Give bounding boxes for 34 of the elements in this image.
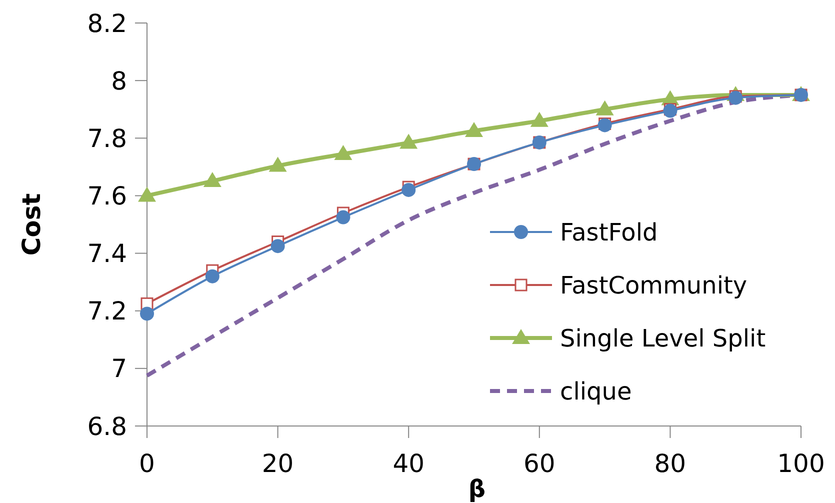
x-tick-label: 40 (392, 449, 425, 478)
legend-label: FastCommunity (560, 271, 748, 300)
point (140, 306, 154, 321)
y-tick-label: 6.8 (87, 412, 127, 441)
x-axis-title: β (468, 475, 486, 503)
point (598, 118, 612, 132)
legend-label: Single Level Split (560, 324, 766, 352)
point (203, 172, 222, 188)
point (138, 186, 156, 202)
y-tick-label: 7 (111, 354, 127, 384)
y-axis-title: Cost (17, 193, 46, 256)
y-tick-label: 8 (111, 66, 127, 96)
x-tick-label: 20 (262, 449, 294, 478)
x-tick-label: 80 (654, 449, 686, 478)
point (400, 134, 418, 149)
legend-label: clique (560, 377, 632, 406)
point (465, 122, 483, 137)
legend-label: FastFold (560, 218, 658, 246)
y-tick-label: 7.2 (87, 296, 127, 326)
x-tick-label: 60 (523, 449, 556, 478)
point (334, 144, 352, 160)
x-tick-label: 100 (777, 449, 825, 478)
point (402, 182, 416, 197)
y-tick-label: 7.6 (87, 181, 127, 210)
y-tick-label: 7.8 (87, 124, 127, 153)
y-tick-label: 7.4 (87, 239, 127, 268)
point (596, 100, 614, 116)
point (530, 112, 548, 127)
point (270, 239, 285, 254)
point (268, 156, 287, 172)
point (205, 269, 220, 284)
point (336, 210, 350, 224)
y-tick-label: 8.2 (87, 8, 127, 38)
x-tick-label: 0 (139, 449, 155, 478)
